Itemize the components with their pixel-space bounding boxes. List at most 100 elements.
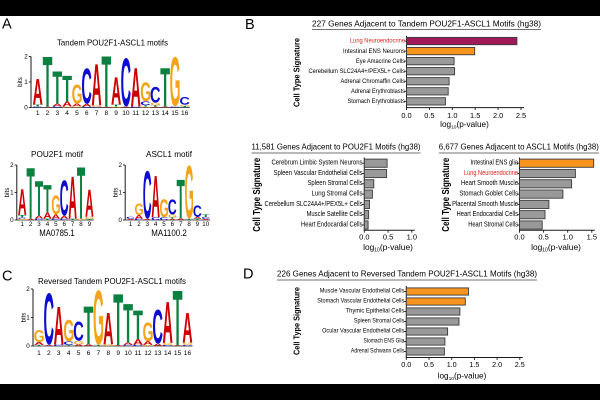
svg-text:1.5: 1.5 bbox=[587, 233, 597, 242]
svg-text:B: B bbox=[245, 17, 255, 33]
svg-text:9: 9 bbox=[88, 221, 92, 228]
svg-text:Stomach Erythroblasts: Stomach Erythroblasts bbox=[348, 98, 406, 105]
svg-text:Cerebellum SLC24A4+/PEX5L+ Cel: Cerebellum SLC24A4+/PEX5L+ Cells bbox=[265, 199, 363, 208]
svg-text:0: 0 bbox=[10, 217, 14, 224]
svg-text:log10(p-value): log10(p-value) bbox=[363, 242, 413, 254]
svg-text:10: 10 bbox=[124, 350, 132, 357]
svg-text:Spleen Stromal Cells: Spleen Stromal Cells bbox=[354, 318, 405, 325]
svg-text:Stomach ENS Glia: Stomach ENS Glia bbox=[364, 338, 405, 345]
svg-text:0.5: 0.5 bbox=[424, 360, 434, 369]
svg-text:Adrenal Chromaffin Cells: Adrenal Chromaffin Cells bbox=[341, 78, 406, 85]
svg-text:6: 6 bbox=[85, 110, 89, 117]
svg-text:Cerebellum SLC24A4+/PEX5L+ Cel: Cerebellum SLC24A4+/PEX5L+ Cells bbox=[309, 68, 406, 75]
svg-text:0: 0 bbox=[24, 105, 28, 112]
svg-text:0: 0 bbox=[26, 343, 30, 350]
svg-text:0: 0 bbox=[118, 217, 122, 224]
svg-text:3: 3 bbox=[146, 221, 150, 228]
svg-text:Muscle Satellite Cells: Muscle Satellite Cells bbox=[307, 209, 363, 218]
svg-text:2: 2 bbox=[47, 350, 51, 357]
svg-text:8: 8 bbox=[104, 110, 108, 117]
svg-text:8: 8 bbox=[106, 350, 110, 357]
svg-text:2: 2 bbox=[29, 221, 33, 228]
svg-text:3: 3 bbox=[55, 110, 59, 117]
svg-text:2: 2 bbox=[10, 162, 14, 169]
svg-text:12: 12 bbox=[142, 110, 150, 117]
svg-text:2.0: 2.0 bbox=[492, 360, 502, 369]
svg-text:15: 15 bbox=[171, 110, 179, 117]
svg-text:11: 11 bbox=[132, 110, 139, 117]
svg-text:Cell Type Signature: Cell Type Signature bbox=[252, 158, 263, 232]
svg-text:Lung Stromal Cells: Lung Stromal Cells bbox=[312, 189, 363, 198]
svg-text:2.0: 2.0 bbox=[493, 111, 503, 120]
svg-text:12: 12 bbox=[144, 350, 152, 357]
svg-text:6: 6 bbox=[171, 221, 175, 228]
svg-text:15: 15 bbox=[174, 350, 182, 357]
svg-text:Adrenal Schwann Cells: Adrenal Schwann Cells bbox=[351, 348, 405, 355]
svg-text:0.5: 0.5 bbox=[424, 111, 434, 120]
svg-text:0.0: 0.0 bbox=[401, 111, 411, 120]
svg-text:3: 3 bbox=[37, 221, 41, 228]
svg-text:5: 5 bbox=[77, 350, 81, 357]
svg-text:Cerebrum Limbic System Neurons: Cerebrum Limbic System Neurons bbox=[272, 158, 363, 167]
svg-text:5: 5 bbox=[162, 221, 166, 228]
svg-text:0.0: 0.0 bbox=[401, 360, 411, 369]
svg-text:227 Genes Adjacent to Tandem P: 227 Genes Adjacent to Tandem POU2F1-ASCL… bbox=[312, 18, 541, 28]
svg-text:1.5: 1.5 bbox=[470, 111, 480, 120]
svg-text:Cell Type Signature: Cell Type Signature bbox=[441, 158, 452, 232]
svg-text:Cell Type Signature: Cell Type Signature bbox=[293, 286, 302, 355]
svg-text:1.0: 1.0 bbox=[562, 233, 572, 242]
svg-text:1.5: 1.5 bbox=[469, 360, 479, 369]
svg-text:Lung Neuroendocrine: Lung Neuroendocrine bbox=[350, 38, 405, 45]
svg-text:Stomach Vascular Endothelial C: Stomach Vascular Endothelial Cells bbox=[317, 298, 404, 305]
svg-text:MA0785.1: MA0785.1 bbox=[39, 227, 75, 238]
svg-text:6,677 Genes Adjacent to ASCL1: 6,677 Genes Adjacent to ASCL1 Motifs (hg… bbox=[439, 141, 599, 151]
svg-text:1.0: 1.0 bbox=[447, 360, 457, 369]
svg-text:4: 4 bbox=[67, 350, 71, 357]
svg-text:Intestinal ENS Neurons: Intestinal ENS Neurons bbox=[343, 48, 406, 55]
svg-text:Heart Endocardial Cells: Heart Endocardial Cells bbox=[457, 209, 519, 218]
svg-text:2: 2 bbox=[118, 162, 122, 169]
svg-text:2.5: 2.5 bbox=[516, 111, 526, 120]
svg-text:Thymic Epithelial Cells: Thymic Epithelial Cells bbox=[346, 308, 405, 315]
svg-text:1: 1 bbox=[21, 221, 25, 228]
svg-text:Muscle Vascular Endothelial Ce: Muscle Vascular Endothelial Cells bbox=[320, 288, 405, 295]
svg-text:0.0: 0.0 bbox=[514, 233, 524, 242]
svg-text:10: 10 bbox=[202, 221, 209, 228]
svg-text:1: 1 bbox=[24, 79, 28, 86]
svg-text:log10(p-value): log10(p-value) bbox=[438, 371, 487, 382]
svg-text:bits: bits bbox=[4, 188, 11, 198]
svg-text:11: 11 bbox=[135, 350, 142, 357]
svg-text:Heart Endocardial Cells: Heart Endocardial Cells bbox=[301, 219, 363, 228]
svg-text:4: 4 bbox=[154, 221, 158, 228]
svg-text:13: 13 bbox=[154, 350, 162, 357]
svg-text:Lung Neuroendocrine: Lung Neuroendocrine bbox=[464, 168, 518, 177]
svg-text:9: 9 bbox=[196, 221, 200, 228]
svg-text:bits: bits bbox=[112, 188, 119, 198]
svg-text:1: 1 bbox=[26, 315, 30, 322]
svg-text:2: 2 bbox=[137, 221, 141, 228]
svg-text:6: 6 bbox=[63, 221, 67, 228]
svg-text:Tandem POU2F1-ASCL1 motifs: Tandem POU2F1-ASCL1 motifs bbox=[57, 38, 168, 48]
svg-text:5: 5 bbox=[75, 110, 79, 117]
svg-text:16: 16 bbox=[181, 110, 189, 117]
svg-text:7: 7 bbox=[71, 221, 75, 228]
svg-text:bits: bits bbox=[21, 313, 28, 323]
svg-text:1: 1 bbox=[118, 190, 122, 197]
svg-text:Spleen Vascular Endothelial Ce: Spleen Vascular Endothelial Cells bbox=[274, 168, 363, 177]
svg-text:1.0: 1.0 bbox=[447, 111, 457, 120]
svg-text:A: A bbox=[2, 17, 12, 33]
svg-text:Placental Smooth Muscle: Placental Smooth Muscle bbox=[452, 199, 518, 208]
svg-text:2: 2 bbox=[46, 110, 50, 117]
svg-text:10: 10 bbox=[122, 110, 130, 117]
svg-text:16: 16 bbox=[184, 350, 192, 357]
svg-text:log10(p-value): log10(p-value) bbox=[440, 120, 489, 131]
svg-text:1: 1 bbox=[10, 190, 14, 197]
svg-text:4: 4 bbox=[46, 221, 50, 228]
svg-text:Cell Type Signature: Cell Type Signature bbox=[293, 37, 302, 107]
svg-text:9: 9 bbox=[114, 110, 118, 117]
svg-text:0.5: 0.5 bbox=[383, 233, 393, 242]
svg-text:13: 13 bbox=[152, 110, 160, 117]
svg-text:8: 8 bbox=[187, 221, 191, 228]
svg-text:ASCL1 motif: ASCL1 motif bbox=[146, 149, 193, 159]
svg-text:1: 1 bbox=[36, 110, 40, 117]
